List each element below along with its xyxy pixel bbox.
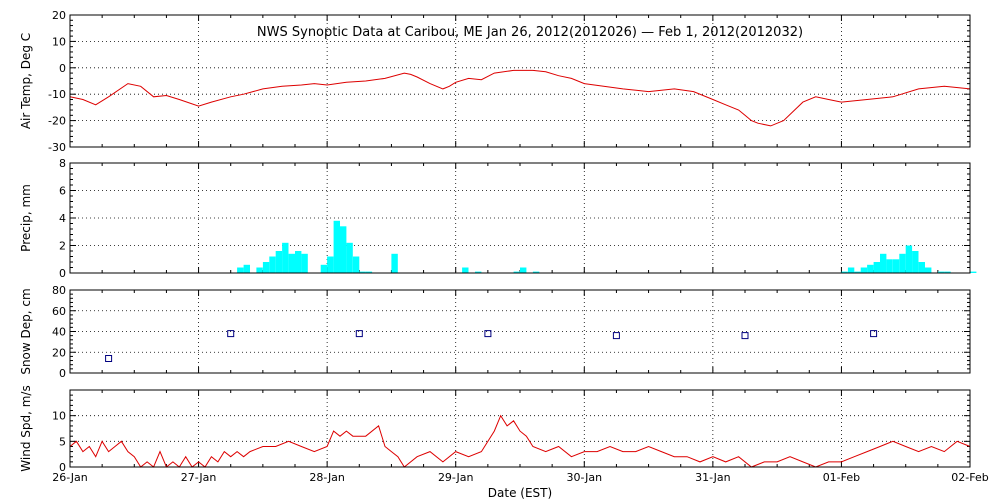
snow-depth-point (484, 330, 492, 338)
y-tick-label: 5 (59, 435, 66, 448)
precip-bar (532, 271, 540, 273)
precip-bar (513, 271, 520, 273)
x-axis: 26-Jan 27-Jan 28-Jan 29-Jan 30-Jan 31-Jan 01-F… (52, 471, 989, 484)
x-tick-label: 30-Jan (567, 471, 603, 484)
precip-bar (944, 271, 951, 273)
y-axis-label: Precip, mm (19, 184, 33, 252)
y-tick-label: -10 (48, 88, 66, 101)
precip-bar (365, 271, 373, 273)
panel-wind-speed: 0 5 10 Wind Spd, m/s (19, 385, 971, 474)
y-tick-label: 0 (59, 62, 66, 75)
precip-bar (905, 245, 913, 273)
snow-depth-point (227, 330, 235, 338)
precip-bar (886, 259, 893, 274)
y-tick-label: -20 (48, 115, 66, 128)
y-tick-label: 40 (52, 326, 66, 339)
precip-bar (352, 256, 360, 273)
precip-bar (925, 267, 932, 273)
x-tick-label: 01-Feb (823, 471, 860, 484)
precip-bar (520, 267, 527, 273)
y-tick-label: 8 (59, 157, 66, 170)
panel-snow-depth: 0 20 40 60 80 Snow Dep, cm (19, 284, 971, 380)
y-tick-label: 0 (59, 267, 66, 280)
snow-depth-point (105, 355, 113, 362)
y-tick-label: 2 (59, 240, 66, 253)
y-tick-label: 4 (59, 212, 66, 225)
panel-air-temp: -30 -20 -10 0 10 20 Air Temp, Deg C (19, 9, 971, 154)
x-tick-label: 26-Jan (52, 471, 88, 484)
precip-bar (937, 271, 945, 273)
precip-bar (269, 256, 276, 273)
precip-bar (301, 253, 308, 274)
panel-frame (69, 14, 971, 148)
precip-bar (391, 253, 398, 274)
x-tick-label: 02-Feb (951, 471, 988, 484)
panels: -30 -20 -10 0 10 20 Air Temp, Deg C 0 2 4 6 8 Precip… (19, 9, 977, 474)
precip-bar (327, 256, 334, 273)
precip-bar (847, 267, 855, 273)
precip-bar (880, 253, 887, 274)
x-axis-label: Date (EST) (488, 486, 552, 500)
y-axis-label: Wind Spd, m/s (19, 385, 33, 471)
precip-bar (243, 264, 250, 274)
y-tick-label: 6 (59, 185, 66, 198)
y-tick-label: 10 (52, 410, 66, 423)
precip-bar (475, 271, 482, 273)
precip-bar (320, 264, 328, 274)
snow-depth-point (870, 330, 878, 338)
y-tick-label: 20 (52, 9, 66, 22)
snow-depth-point (612, 332, 620, 340)
precip-bar (970, 271, 977, 273)
panel-frame (69, 289, 971, 374)
precip-bar (462, 267, 469, 273)
x-tick-label: 28-Jan (309, 471, 345, 484)
precip-bar (237, 267, 244, 273)
x-tick-label: 31-Jan (695, 471, 731, 484)
precip-bar (340, 226, 347, 274)
y-axis-label: Snow Dep, cm (19, 288, 33, 374)
x-tick-label: 29-Jan (438, 471, 474, 484)
y-tick-label: 60 (52, 305, 66, 318)
panel-frame (69, 162, 971, 274)
precip-bar (841, 271, 848, 273)
precip-bar (295, 251, 302, 273)
precip-bar (256, 267, 263, 273)
precip-bar (288, 253, 295, 274)
snow-depth-point (355, 330, 363, 338)
precip-bar (918, 262, 925, 273)
precip-bar (899, 253, 906, 274)
y-tick-label: 0 (59, 461, 66, 474)
precip-bar (912, 251, 919, 273)
y-tick-label: 20 (52, 346, 66, 359)
chart-title: NWS Synoptic Data at Caribou, ME Jan 26,… (257, 25, 803, 40)
x-tick-label: 27-Jan (181, 471, 217, 484)
panel-frame (69, 389, 971, 468)
precip-bar (867, 264, 874, 274)
panel-precip: 0 2 4 6 8 Precip, mm (19, 157, 977, 280)
y-tick-label: 10 (52, 35, 66, 48)
precip-bar (854, 271, 861, 273)
y-tick-label: -30 (48, 141, 66, 154)
precip-bar (275, 251, 283, 273)
precip-bar (873, 262, 880, 273)
precip-bar (359, 271, 366, 273)
precip-bar (892, 259, 900, 274)
series-line-air-temp (69, 69, 971, 127)
precip-bar (262, 262, 270, 273)
precip-bar (333, 220, 340, 274)
y-axis-label: Air Temp, Deg C (19, 33, 33, 129)
precip-bar (860, 267, 868, 273)
snow-depth-point (741, 332, 749, 340)
precip-bar (346, 242, 353, 274)
y-tick-label: 80 (52, 284, 66, 297)
series-line-wind-speed (69, 414, 971, 468)
y-tick-label: 0 (59, 367, 66, 380)
precip-bar (282, 242, 289, 274)
